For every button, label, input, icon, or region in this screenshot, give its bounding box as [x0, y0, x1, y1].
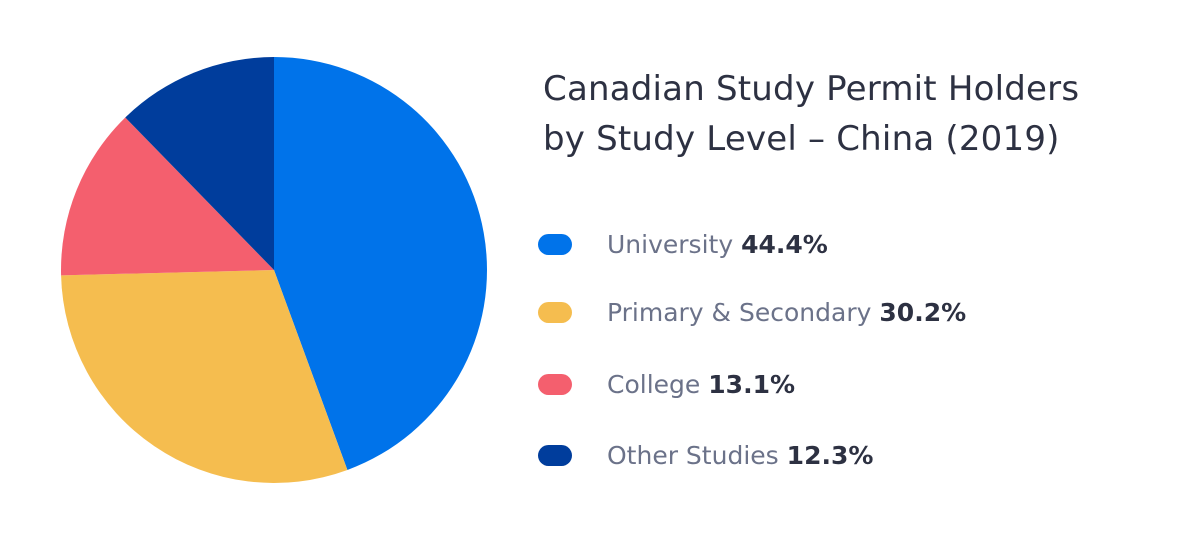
legend-swatch-college — [538, 373, 572, 395]
chart-title-line-2: by Study Level – China (2019) — [543, 119, 1060, 159]
legend-swatch-primary-secondary — [538, 301, 572, 323]
legend-item-primary-secondary: Primary & Secondary 30.2% — [538, 290, 966, 334]
legend-value-primary-secondary: 30.2% — [879, 297, 967, 327]
legend-label-university: University — [607, 229, 734, 259]
legend-value-college: 13.1% — [708, 369, 796, 399]
legend-item-other-studies: Other Studies 12.3% — [538, 433, 873, 477]
pie-slice-primary-secondary — [61, 270, 348, 483]
pie-slice-university — [274, 57, 488, 470]
chart-title-line-1: Canadian Study Permit Holders — [543, 69, 1080, 109]
legend-label-college: College — [607, 369, 701, 399]
legend-label-primary-secondary: Primary & Secondary — [607, 297, 872, 327]
pie-slice-other-studies — [125, 57, 274, 270]
chart-title: Canadian Study Permit Holders by Study L… — [543, 64, 1193, 164]
pie-slice-college — [61, 117, 275, 276]
legend-swatch-university — [538, 233, 572, 255]
legend-value-other-studies: 12.3% — [786, 440, 874, 470]
legend-item-college: College 13.1% — [538, 362, 795, 406]
legend-value-university: 44.4% — [741, 229, 828, 259]
legend-item-university: University 44.4% — [538, 222, 828, 266]
legend-label-other-studies: Other Studies — [607, 440, 779, 470]
pie-chart — [61, 57, 488, 483]
legend-swatch-other-studies — [538, 444, 572, 466]
